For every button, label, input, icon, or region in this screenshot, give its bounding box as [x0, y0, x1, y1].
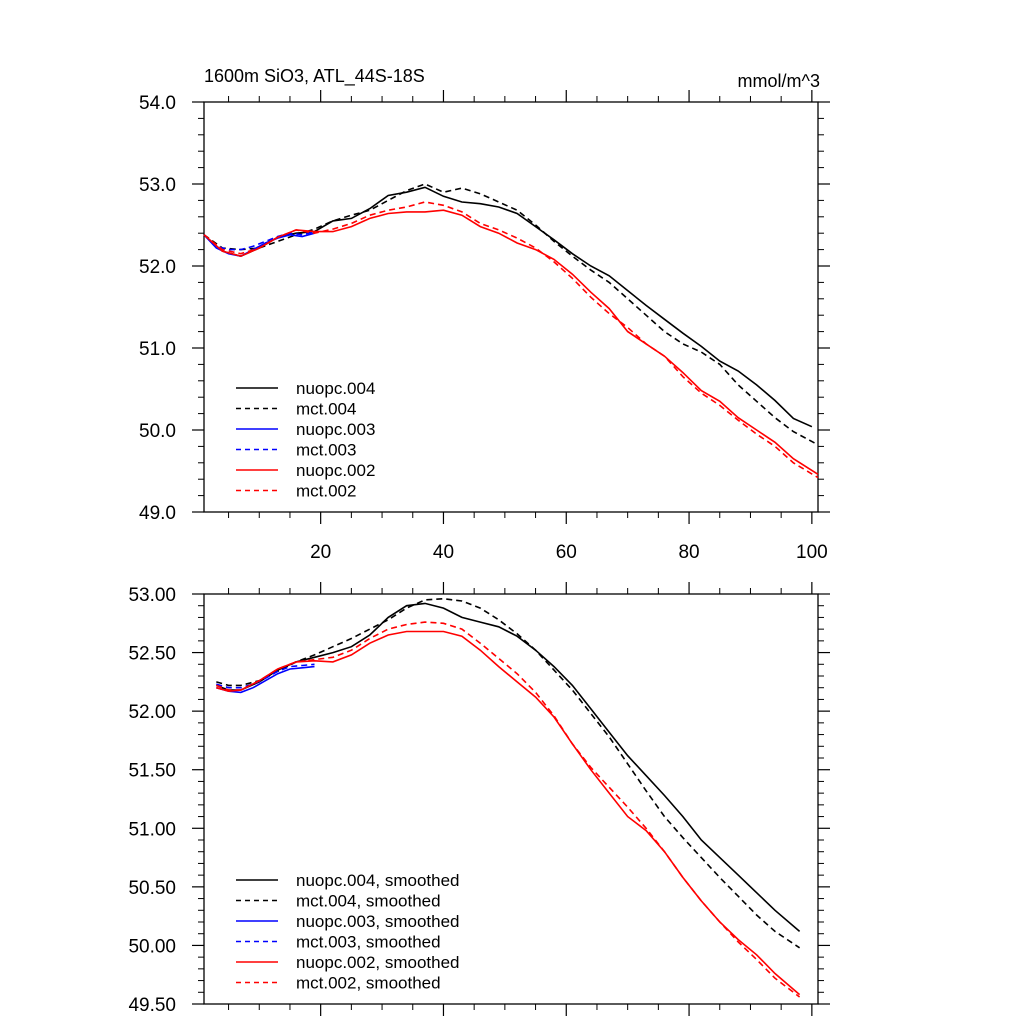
series-line-mct-004-smoothed	[216, 597, 801, 949]
x-tick-label: 20	[310, 542, 331, 563]
legend-label: nuopc.004, smoothed	[296, 871, 460, 890]
legend-label: mct.002, smoothed	[296, 974, 441, 993]
y-tick-label: 52.00	[128, 702, 176, 723]
x-tick-label: 60	[556, 542, 577, 563]
y-tick-label: 51.0	[139, 339, 176, 360]
series-line-mct-004	[203, 183, 819, 446]
series-line-mct-003-smoothed	[216, 663, 315, 689]
y-tick-label: 54.0	[139, 93, 176, 114]
legend-label: mct.002	[296, 482, 356, 501]
y-tick-label: 49.50	[128, 995, 176, 1016]
series-line-nuopc-003-smoothed	[216, 665, 315, 694]
legend-label: nuopc.004	[296, 379, 375, 398]
legend-label: nuopc.003	[296, 420, 375, 439]
legend-label: mct.003, smoothed	[296, 933, 441, 952]
y-tick-label: 49.0	[139, 503, 176, 524]
series-line-mct-002-smoothed	[216, 621, 801, 998]
series-line-mct-003	[203, 230, 315, 251]
x-tick-label: 80	[678, 542, 699, 563]
y-tick-label: 50.50	[128, 878, 176, 899]
series-line-mct-002	[203, 201, 819, 479]
x-tick-label: 100	[796, 542, 828, 563]
y-tick-label: 51.00	[128, 819, 176, 840]
x-tick-label: 40	[433, 542, 454, 563]
y-tick-label: 52.0	[139, 257, 176, 278]
y-tick-label: 51.50	[128, 761, 176, 782]
legend-label: mct.003	[296, 441, 356, 460]
legend-label: mct.004, smoothed	[296, 892, 441, 911]
chart-units: mmol/m^3	[738, 71, 820, 91]
y-tick-label: 53.00	[128, 585, 176, 606]
legend-label: nuopc.002	[296, 461, 375, 480]
plot-frame-1	[203, 101, 819, 513]
plot-frame-2	[203, 593, 819, 1005]
legend-label: nuopc.003, smoothed	[296, 912, 460, 931]
legend-label: mct.004	[296, 400, 356, 419]
series-line-nuopc-004	[203, 186, 813, 428]
legend-label: nuopc.002, smoothed	[296, 953, 460, 972]
y-tick-label: 50.0	[139, 421, 176, 442]
y-tick-label: 52.50	[128, 644, 176, 665]
y-tick-label: 53.0	[139, 175, 176, 196]
chart-title: 1600m SiO3, ATL_44S-18S	[204, 66, 425, 87]
y-tick-label: 50.00	[128, 936, 176, 957]
